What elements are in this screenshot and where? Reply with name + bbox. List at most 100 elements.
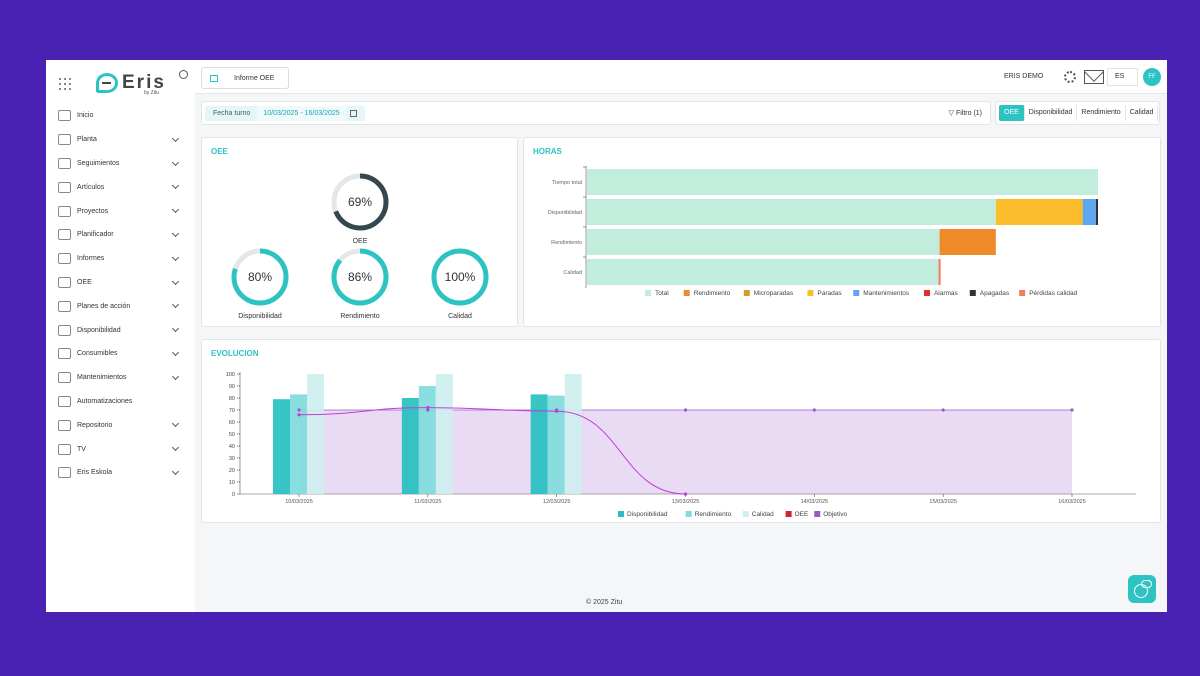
bar-total-3[interactable] xyxy=(587,259,939,285)
objetivo-point[interactable] xyxy=(426,408,430,412)
chevron-down-icon[interactable] xyxy=(171,301,180,309)
bar-calidad-0[interactable] xyxy=(307,374,324,494)
sidebar-item-automatizaciones[interactable]: Automatizaciones xyxy=(46,390,195,414)
sidebar-item-label: Mantenimientos xyxy=(77,374,127,382)
legend-item[interactable]: Rendimiento xyxy=(685,511,732,518)
calendar-icon[interactable] xyxy=(349,110,357,117)
chevron-down-icon[interactable] xyxy=(171,182,180,190)
legend-item[interactable]: Objetivo xyxy=(814,511,847,518)
objetivo-point[interactable] xyxy=(297,408,301,412)
bar-calidad-1[interactable] xyxy=(435,374,453,494)
mail-icon[interactable] xyxy=(1084,70,1104,84)
sidebar-item-informes[interactable]: Informes xyxy=(46,247,195,271)
bar-pérdidas-calidad-3[interactable] xyxy=(938,259,941,285)
bar-total-1[interactable] xyxy=(587,199,996,225)
y-tick-label: 90 xyxy=(229,384,235,390)
sidebar-item-consumibles[interactable]: Consumibles xyxy=(46,342,195,366)
bar-rendimiento-2[interactable] xyxy=(547,395,565,494)
bar-total-0[interactable] xyxy=(587,169,1098,195)
eris-eskola-icon xyxy=(58,467,71,479)
bar-mantenimientos-1[interactable] xyxy=(1082,199,1096,225)
bar-rendimiento-2[interactable] xyxy=(939,229,996,255)
legend-swatch xyxy=(685,511,692,517)
bar-disponibilidad-2[interactable] xyxy=(530,394,548,494)
legend-item[interactable]: Paradas xyxy=(807,290,842,297)
sidebar-item-mantenimientos[interactable]: Mantenimientos xyxy=(46,366,195,390)
bar-rendimiento-1[interactable] xyxy=(418,386,436,494)
user-name[interactable]: ERIS DEMO xyxy=(1004,73,1044,80)
settings-badge-icon[interactable] xyxy=(179,70,188,79)
legend-item[interactable]: OEE xyxy=(785,511,809,518)
oee-point[interactable] xyxy=(683,492,688,496)
chevron-down-icon[interactable] xyxy=(171,348,180,357)
bar-calidad-2[interactable] xyxy=(564,374,582,494)
bar-disponibilidad-0[interactable] xyxy=(273,399,290,494)
oee-point[interactable] xyxy=(297,413,301,417)
chat-support-icon[interactable] xyxy=(1128,575,1156,603)
sidebar-item-disponibilidad[interactable]: Disponibilidad xyxy=(46,318,195,342)
legend-item[interactable]: Calidad xyxy=(742,511,774,518)
legend-item[interactable]: Apagadas xyxy=(969,290,1010,297)
chevron-down-icon[interactable] xyxy=(171,206,180,214)
gear-icon[interactable] xyxy=(1064,71,1076,83)
chevron-down-icon[interactable] xyxy=(171,277,180,285)
legend-item[interactable]: Mantenimientos xyxy=(853,290,910,297)
chevron-down-icon[interactable] xyxy=(171,420,180,428)
legend-item[interactable]: Microparadas xyxy=(743,290,794,297)
bar-rendimiento-0[interactable] xyxy=(290,394,307,494)
sidebar-item-inicio[interactable]: Inicio xyxy=(46,104,195,128)
tab-informe-oee[interactable]: Informe OEE xyxy=(201,67,289,89)
chevron-down-icon[interactable] xyxy=(171,229,180,238)
tab-oee[interactable]: OEE xyxy=(999,105,1025,121)
app-logo[interactable]: Eris xyxy=(96,72,166,94)
bar-paradas-1[interactable] xyxy=(995,199,1083,225)
objetivo-point[interactable] xyxy=(941,408,945,412)
sidebar-item-planta[interactable]: Planta xyxy=(46,128,195,152)
legend-item[interactable]: Rendimiento xyxy=(683,290,731,297)
tab-disponibilidad[interactable]: Disponibilidad xyxy=(1025,105,1078,121)
sidebar-item-planificador[interactable]: Planificador xyxy=(46,223,195,247)
sidebar-item-proyectos[interactable]: Proyectos xyxy=(46,199,195,223)
legend-item[interactable]: Alarmas xyxy=(923,290,959,297)
objetivo-point[interactable] xyxy=(683,408,688,412)
sidebar-item-seguimientos[interactable]: Seguimientos xyxy=(46,152,195,176)
gauge-value: 80% xyxy=(248,270,272,284)
chevron-down-icon[interactable] xyxy=(171,467,180,475)
sidebar-item-articulos[interactable]: Artículos xyxy=(46,175,195,199)
chevron-down-icon[interactable] xyxy=(171,444,180,452)
date-range-value[interactable]: 10/03/2025 - 16/03/2025 xyxy=(257,106,346,121)
date-filter[interactable]: Fecha turno 10/03/2025 - 16/03/2025 xyxy=(205,106,365,121)
legend-item[interactable]: Pérdidas calidad xyxy=(1019,290,1078,297)
home-icon[interactable] xyxy=(210,74,218,82)
y-tick-label: 0 xyxy=(232,492,235,498)
objetivo-point[interactable] xyxy=(1070,408,1074,412)
sidebar-item-eris-eskola[interactable]: Eris Eskola xyxy=(46,461,195,485)
sidebar-item-planes-de-accion[interactable]: Planes de acción xyxy=(46,294,195,318)
avatar[interactable]: FF xyxy=(1143,68,1161,86)
tab-rendimiento[interactable]: Rendimiento xyxy=(1077,105,1126,121)
filter-button[interactable]: ▽ Filtro (1) xyxy=(948,110,982,117)
oee-point[interactable] xyxy=(555,409,559,413)
chevron-down-icon[interactable] xyxy=(171,325,180,333)
chevron-down-icon[interactable] xyxy=(171,372,180,380)
oee-point[interactable] xyxy=(426,406,430,410)
language-select[interactable]: ES xyxy=(1107,68,1138,86)
repositorio-icon xyxy=(58,419,71,431)
x-tick-label: 13/03/2025 xyxy=(672,499,700,505)
tab-calidad[interactable]: Calidad xyxy=(1126,105,1159,121)
sidebar-item-oee[interactable]: OEE xyxy=(46,271,195,295)
sidebar-item-tv[interactable]: TV xyxy=(46,437,195,461)
gauge-calidad: 100% Calidad xyxy=(431,248,489,320)
legend-item[interactable]: Disponibilidad xyxy=(618,511,668,518)
chevron-down-icon[interactable] xyxy=(171,253,180,261)
chevron-down-icon[interactable] xyxy=(171,158,180,166)
apps-grid-icon[interactable] xyxy=(59,78,71,90)
sidebar-item-repositorio[interactable]: Repositorio xyxy=(46,413,195,437)
objetivo-point[interactable] xyxy=(812,408,816,412)
bar-apagadas-1[interactable] xyxy=(1095,199,1098,225)
bar-total-2[interactable] xyxy=(587,229,940,255)
legend-item[interactable]: Total xyxy=(645,290,669,297)
chevron-down-icon[interactable] xyxy=(171,134,180,142)
planta-icon xyxy=(58,134,71,146)
bar-disponibilidad-1[interactable] xyxy=(401,398,419,494)
